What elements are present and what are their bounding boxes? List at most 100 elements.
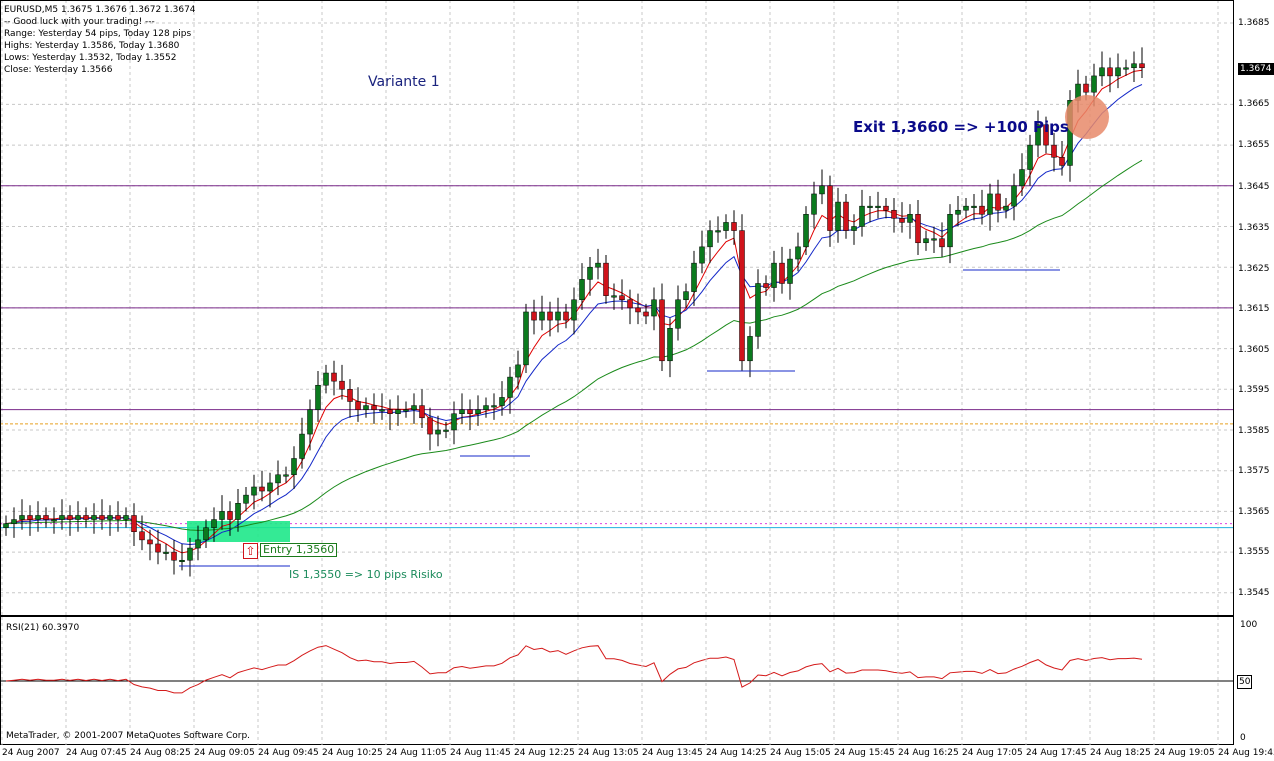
candle-bull bbox=[955, 209, 961, 215]
candle-bull bbox=[251, 486, 257, 496]
arrow-up-icon: ⇧ bbox=[243, 543, 258, 559]
candle-bull bbox=[851, 226, 857, 231]
candle-bear bbox=[355, 401, 361, 410]
price-tick: 1.3555 bbox=[1238, 547, 1270, 557]
candle-bull bbox=[211, 519, 217, 528]
candle-bull bbox=[1099, 67, 1105, 77]
candle-bull bbox=[1115, 67, 1121, 77]
candle-bear bbox=[1107, 67, 1113, 77]
candle-bear bbox=[739, 230, 745, 362]
candle-bear bbox=[763, 283, 769, 288]
time-tick: 24 Aug 17:05 bbox=[962, 748, 1023, 758]
candle-bear bbox=[427, 417, 433, 435]
rsi-tick: 0 bbox=[1240, 733, 1246, 743]
time-tick: 24 Aug 09:05 bbox=[194, 748, 255, 758]
candle-bull bbox=[1019, 169, 1025, 187]
price-tick: 1.3595 bbox=[1238, 385, 1270, 395]
candle-bull bbox=[379, 409, 385, 412]
candle-bear bbox=[531, 311, 537, 321]
candle-bull bbox=[443, 429, 449, 432]
candle-bull bbox=[675, 299, 681, 329]
candle-bear bbox=[899, 218, 905, 223]
price-tick: 1.3655 bbox=[1238, 140, 1270, 150]
time-tick: 24 Aug 11:05 bbox=[386, 748, 447, 758]
candle-bear bbox=[347, 389, 353, 402]
candle-bull bbox=[75, 515, 81, 520]
candle-bull bbox=[523, 311, 529, 366]
candle-bear bbox=[419, 405, 425, 419]
candle-bear bbox=[339, 380, 345, 390]
candle-bear bbox=[115, 515, 121, 520]
candle-bull bbox=[819, 185, 825, 195]
candle-bull bbox=[315, 384, 321, 410]
candle-bear bbox=[155, 543, 161, 553]
info-line-2: Range: Yesterday 54 pips, Today 128 pips bbox=[4, 29, 192, 39]
copyright: MetaTrader, © 2001-2007 MetaQuotes Softw… bbox=[6, 731, 251, 741]
price-tick: 1.3605 bbox=[1238, 345, 1270, 355]
candle-bull bbox=[451, 413, 457, 431]
exit-label: Exit 1,3660 => +100 Pips bbox=[853, 118, 1069, 136]
candle-bull bbox=[1011, 185, 1017, 207]
candle-bull bbox=[179, 559, 185, 562]
candle-bear bbox=[547, 311, 553, 321]
price-tick: 1.3545 bbox=[1238, 588, 1270, 598]
candle-bear bbox=[979, 205, 985, 215]
price-tick: 1.3685 bbox=[1238, 18, 1270, 28]
time-tick: 24 Aug 12:25 bbox=[514, 748, 575, 758]
candle-bull bbox=[363, 405, 369, 410]
candle-bear bbox=[619, 295, 625, 301]
candle-bull bbox=[275, 474, 281, 484]
candle-bull bbox=[875, 205, 881, 208]
candle-bull bbox=[947, 214, 953, 248]
candle-bear bbox=[1059, 157, 1065, 166]
candle-bull bbox=[611, 295, 617, 298]
candle-bull bbox=[35, 515, 41, 520]
price-tick: 1.3635 bbox=[1238, 223, 1270, 233]
candle-bear bbox=[371, 405, 377, 410]
candle-bull bbox=[411, 405, 417, 410]
candle-bull bbox=[787, 258, 793, 284]
candle-bull bbox=[555, 311, 561, 321]
main-panel-border bbox=[0, 0, 1234, 616]
candle-bull bbox=[651, 299, 657, 317]
candle-bull bbox=[19, 515, 25, 520]
time-tick: 24 Aug 11:45 bbox=[450, 748, 511, 758]
time-tick: 24 Aug 13:05 bbox=[578, 748, 639, 758]
candle-bull bbox=[587, 266, 593, 280]
price-tick: 1.3575 bbox=[1238, 466, 1270, 476]
price-tick: 1.3565 bbox=[1238, 507, 1270, 517]
symbol-info: EURUSD,M5 1.3675 1.3676 1.3672 1.3674 bbox=[4, 5, 196, 15]
candle-bull bbox=[483, 405, 489, 410]
candle-bull bbox=[107, 515, 113, 520]
candle-bear bbox=[171, 551, 177, 561]
candle-bear bbox=[643, 311, 649, 317]
candle-bull bbox=[187, 547, 193, 561]
candle-bull bbox=[123, 515, 129, 520]
candle-bull bbox=[195, 539, 201, 549]
rsi-line bbox=[5, 645, 1143, 694]
candle-bull bbox=[395, 409, 401, 414]
candle-bull bbox=[283, 474, 289, 477]
candle-bull bbox=[803, 214, 809, 248]
candle-bull bbox=[291, 458, 297, 476]
candle-bull bbox=[435, 429, 441, 435]
candle-bull bbox=[459, 409, 465, 414]
candle-bull bbox=[3, 523, 9, 528]
candle-bull bbox=[971, 205, 977, 208]
candle-bull bbox=[707, 230, 713, 248]
candle-bull bbox=[571, 299, 577, 321]
variant-label: Variante 1 bbox=[368, 74, 440, 90]
candle-bull bbox=[499, 397, 505, 406]
entry-label: Entry 1,3560 bbox=[260, 543, 338, 557]
candle-bull bbox=[1091, 75, 1097, 93]
candle-bear bbox=[883, 205, 889, 211]
candle-bull bbox=[987, 193, 993, 215]
candle-bear bbox=[891, 209, 897, 219]
info-line-3: Highs: Yesterday 1.3586, Today 1.3680 bbox=[4, 41, 180, 51]
candle-bull bbox=[59, 515, 65, 520]
candle-bear bbox=[939, 238, 945, 248]
candle-bull bbox=[723, 222, 729, 231]
candle-bear bbox=[1043, 124, 1049, 146]
time-tick: 24 Aug 19:45 bbox=[1218, 748, 1274, 758]
